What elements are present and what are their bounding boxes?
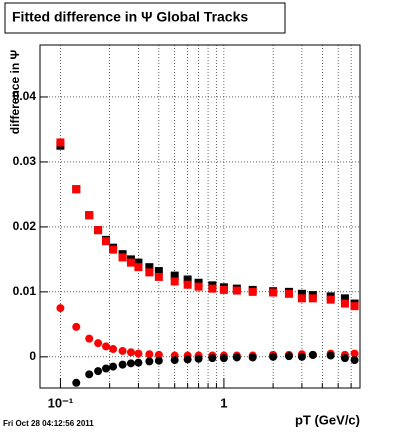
circle-marker (350, 349, 359, 358)
square-marker (134, 263, 143, 272)
square-marker (297, 294, 306, 303)
square-marker (232, 286, 241, 295)
square-marker (183, 280, 192, 289)
y-tick-label: 0.02 (13, 219, 37, 233)
y-axis-label: difference in Ψ (8, 50, 22, 135)
title-box (4, 2, 286, 34)
square-marker (308, 294, 317, 303)
circle-marker (154, 350, 163, 359)
square-marker (170, 271, 179, 280)
circle-marker (208, 354, 217, 363)
y-tick-label: 0.03 (13, 154, 37, 168)
x-tick-label: 1 (220, 395, 227, 410)
plot-frame (39, 44, 361, 389)
circle-marker (94, 367, 103, 376)
square-marker (56, 138, 65, 147)
square-marker (94, 226, 103, 235)
square-marker (340, 294, 349, 303)
circle-marker (126, 348, 135, 357)
circle-marker (118, 360, 127, 369)
y-tick-label: 0.01 (13, 284, 37, 298)
square-marker (170, 277, 179, 286)
x-axis-label: pT (GeV/c) (295, 412, 360, 427)
square-marker (194, 282, 203, 291)
square-marker (109, 245, 118, 254)
square-marker (101, 237, 110, 246)
square-marker (154, 272, 163, 281)
circle-marker (101, 364, 110, 373)
circle-marker (94, 339, 103, 348)
circle-marker (284, 352, 293, 361)
chart-title: Fitted difference in Ψ Global Tracks (12, 9, 248, 25)
circle-marker (126, 359, 135, 368)
square-marker (145, 263, 154, 272)
circle-marker (350, 356, 359, 365)
circle-marker (109, 362, 118, 371)
circle-marker (85, 334, 94, 343)
circle-marker (219, 354, 228, 363)
circle-marker (72, 322, 81, 331)
square-marker (248, 287, 257, 296)
circle-marker (297, 352, 306, 361)
circle-marker (109, 345, 118, 354)
circle-marker (56, 304, 65, 313)
square-marker (297, 289, 306, 298)
circle-marker (134, 358, 143, 367)
circle-marker (145, 357, 154, 366)
circle-marker (326, 351, 335, 360)
square-marker (326, 295, 335, 304)
circle-marker (340, 354, 349, 363)
square-marker (350, 302, 359, 311)
y-tick-label: 0 (29, 349, 36, 363)
square-marker (154, 267, 163, 276)
circle-marker (85, 370, 94, 379)
square-marker (183, 275, 192, 284)
circle-marker (118, 346, 127, 355)
x-tick-label: 10⁻¹ (48, 395, 74, 410)
circle-marker (308, 350, 317, 359)
circle-marker (154, 356, 163, 365)
square-marker (208, 284, 217, 293)
square-marker (72, 185, 81, 194)
square-marker (340, 299, 349, 308)
circle-marker (183, 355, 192, 364)
circle-marker (145, 350, 154, 359)
circle-marker (72, 378, 81, 387)
square-marker (269, 288, 278, 297)
circle-marker (248, 353, 257, 362)
square-marker (219, 285, 228, 294)
square-marker (134, 258, 143, 267)
square-marker (145, 268, 154, 277)
circle-marker (101, 342, 110, 351)
circle-marker (232, 353, 241, 362)
square-marker (126, 258, 135, 267)
square-marker (118, 253, 127, 262)
circle-marker (170, 356, 179, 365)
footer-date: Fri Oct 28 04:12:56 2011 (3, 419, 94, 428)
square-marker (284, 289, 293, 298)
circle-marker (194, 354, 203, 363)
square-marker (85, 211, 94, 220)
circle-marker (269, 352, 278, 361)
y-tick-label: 0.04 (13, 89, 37, 103)
circle-marker (134, 349, 143, 358)
